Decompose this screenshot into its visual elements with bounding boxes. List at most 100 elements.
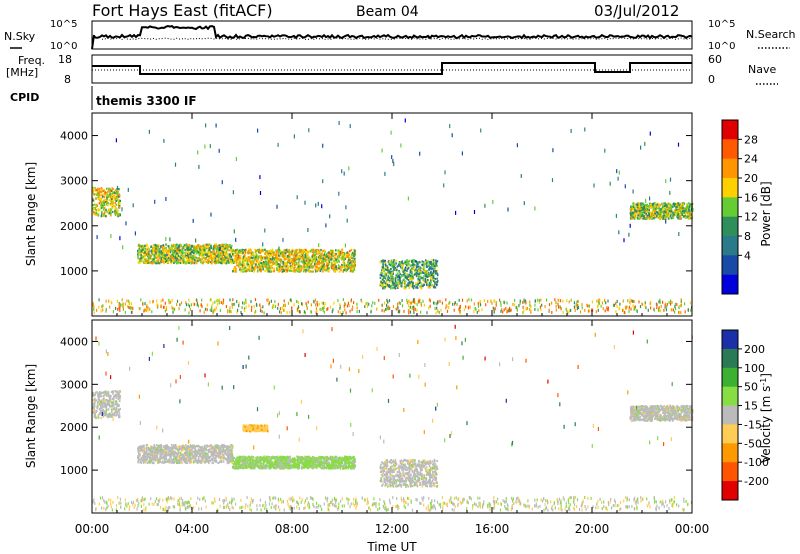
echo-cell: [668, 206, 670, 209]
echo-cell: [95, 211, 98, 214]
echo-cell: [150, 262, 153, 265]
echo-cell: [335, 252, 337, 255]
echo-cell: [298, 260, 300, 264]
echo-cell: [397, 304, 399, 308]
echo-cell: [473, 210, 476, 214]
echo-cell: [278, 258, 281, 261]
echo-cell: [315, 255, 318, 259]
echo-cell: [649, 131, 651, 136]
echo-cell: [413, 263, 416, 266]
echo-cell: [225, 251, 228, 254]
echo-cell: [409, 305, 411, 309]
echo-cell: [239, 267, 242, 270]
echo-cell: [168, 301, 170, 305]
echo-cell: [421, 267, 424, 270]
echo-cell: [110, 214, 112, 217]
echo-cell: [638, 209, 641, 213]
echo-cell: [284, 252, 287, 255]
echo-cell: [98, 392, 100, 395]
echo-cell: [259, 175, 261, 180]
echo-cell: [246, 261, 249, 264]
echo-cell: [167, 250, 169, 253]
echo-cell: [398, 270, 400, 273]
echo-cell: [185, 301, 187, 305]
echo-cell: [349, 309, 351, 313]
echo-cell: [445, 306, 447, 310]
echo-cell: [252, 256, 254, 260]
echo-cell: [101, 187, 103, 191]
echo-cell: [149, 257, 151, 261]
echo-cell: [288, 269, 291, 272]
echo-cell: [676, 203, 678, 206]
echo-cell: [506, 310, 508, 313]
echo-cell: [424, 271, 427, 275]
echo-cell: [293, 269, 295, 273]
echo-cell: [394, 266, 396, 270]
echo-cell: [173, 245, 176, 248]
echo-cell: [93, 207, 95, 210]
echo-cell: [205, 123, 207, 128]
echo-cell: [272, 253, 275, 256]
echo-cell: [664, 217, 667, 220]
echo-cell: [238, 263, 240, 266]
echo-cell: [657, 214, 659, 217]
echo-cell: [420, 303, 422, 307]
echo-cell: [404, 262, 407, 265]
echo-cell: [417, 277, 419, 281]
echo-cell: [412, 276, 414, 279]
echo-cell: [537, 298, 539, 302]
echo-cell: [293, 249, 295, 252]
echo-cell: [165, 259, 168, 262]
echo-cell: [184, 251, 186, 254]
echo-cell: [210, 252, 213, 255]
echo-cell: [195, 238, 197, 243]
echo-cell: [364, 305, 366, 309]
echo-cell: [398, 301, 400, 305]
echo-cell: [215, 255, 218, 258]
echo-cell: [160, 251, 162, 254]
echo-cell: [308, 263, 311, 266]
echo-cell: [160, 256, 162, 259]
echo-cell: [333, 260, 335, 263]
echo-cell: [651, 204, 654, 207]
echo-cell: [93, 308, 95, 311]
echo-cell: [313, 249, 315, 253]
echo-cell: [456, 302, 458, 306]
echo-cell: [638, 300, 640, 304]
echo-cell: [624, 184, 626, 189]
echo-cell: [232, 303, 234, 306]
echo-cell: [392, 262, 395, 265]
echo-cell: [228, 249, 230, 252]
echo-cell: [103, 189, 105, 192]
echo-cell: [283, 266, 285, 269]
echo-cell: [669, 190, 671, 195]
echo-cell: [196, 303, 198, 307]
echo-cell: [294, 259, 297, 262]
echo-cell: [670, 217, 673, 220]
echo-cell: [686, 214, 689, 217]
echo-cell: [176, 257, 178, 260]
echo-cell: [98, 194, 101, 197]
echo-cell: [260, 270, 262, 273]
echo-cell: [653, 308, 655, 312]
echo-cell: [654, 215, 656, 218]
echo-cell: [432, 284, 434, 287]
echo-cell: [385, 268, 387, 271]
echo-cell: [395, 281, 397, 284]
echo-cell: [217, 299, 219, 303]
echo-cell: [290, 260, 293, 264]
echo-cell: [281, 252, 284, 255]
echo-cell: [328, 263, 331, 266]
echo-cell: [544, 305, 546, 308]
echo-cell: [148, 252, 150, 256]
echo-cell: [212, 252, 214, 255]
echo-cell: [222, 247, 224, 250]
echo-cell: [303, 264, 305, 267]
echo-cell: [397, 285, 400, 288]
echo-cell: [112, 188, 114, 191]
echo-cell: [680, 205, 683, 208]
echo-cell: [661, 216, 664, 219]
echo-cell: [299, 249, 301, 252]
echo-cell: [322, 259, 324, 262]
echo-cell: [197, 244, 200, 247]
